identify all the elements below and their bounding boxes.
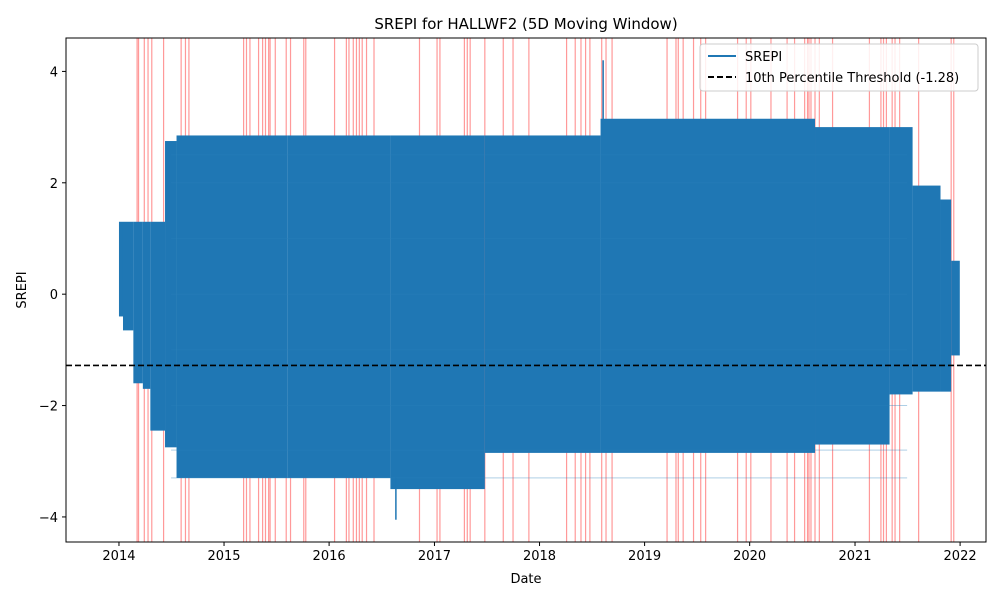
srepi-segment — [142, 221, 151, 389]
x-tick-label: 2014 — [102, 549, 135, 564]
y-axis: −4 −2 0 2 4 — [39, 65, 66, 526]
legend-threshold-label: 10th Percentile Threshold (-1.28) — [745, 71, 959, 86]
y-axis-label: SREPI — [15, 271, 30, 308]
srepi-segment — [133, 221, 143, 384]
srepi-segment — [390, 135, 485, 490]
x-tick-label: 2019 — [628, 549, 661, 564]
x-tick-label: 2020 — [733, 549, 766, 564]
y-tick-label: −4 — [39, 511, 58, 526]
legend-box — [699, 43, 979, 92]
srepi-segment — [150, 221, 166, 431]
x-tick-label: 2015 — [207, 549, 240, 564]
x-tick-label: 2021 — [838, 549, 871, 564]
srepi-segment — [600, 118, 816, 453]
x-axis-label: Date — [510, 572, 541, 587]
chart-title: SREPI for HALLWF2 (5D Moving Window) — [374, 15, 677, 33]
srepi-segment — [815, 127, 890, 445]
x-tick-label: 2016 — [313, 549, 346, 564]
plot-frame — [65, 37, 987, 543]
srepi-segment — [122, 221, 134, 331]
srepi-segment — [889, 127, 913, 395]
srepi-segment — [912, 185, 941, 392]
srepi-segment — [940, 199, 952, 392]
legend-srepi-label: SREPI — [745, 50, 782, 65]
y-tick-label: 4 — [50, 65, 58, 80]
x-tick-label: 2022 — [944, 549, 977, 564]
x-tick-label: 2017 — [418, 549, 451, 564]
y-tick-label: 0 — [50, 288, 58, 303]
y-tick-label: −2 — [39, 400, 58, 415]
srepi-series — [118, 60, 960, 520]
legend: SREPI 10th Percentile Threshold (-1.28) — [699, 43, 979, 92]
srepi-segment — [287, 135, 391, 478]
srepi-segment — [176, 135, 288, 478]
x-tick-label: 2018 — [523, 549, 556, 564]
srepi-segment — [951, 260, 960, 356]
srepi-segment — [165, 141, 177, 448]
srepi-segment — [118, 221, 123, 317]
y-tick-label: 2 — [50, 177, 58, 192]
x-axis: 2014 2015 2016 2017 2018 2019 2020 2021 2022 — [102, 542, 977, 564]
